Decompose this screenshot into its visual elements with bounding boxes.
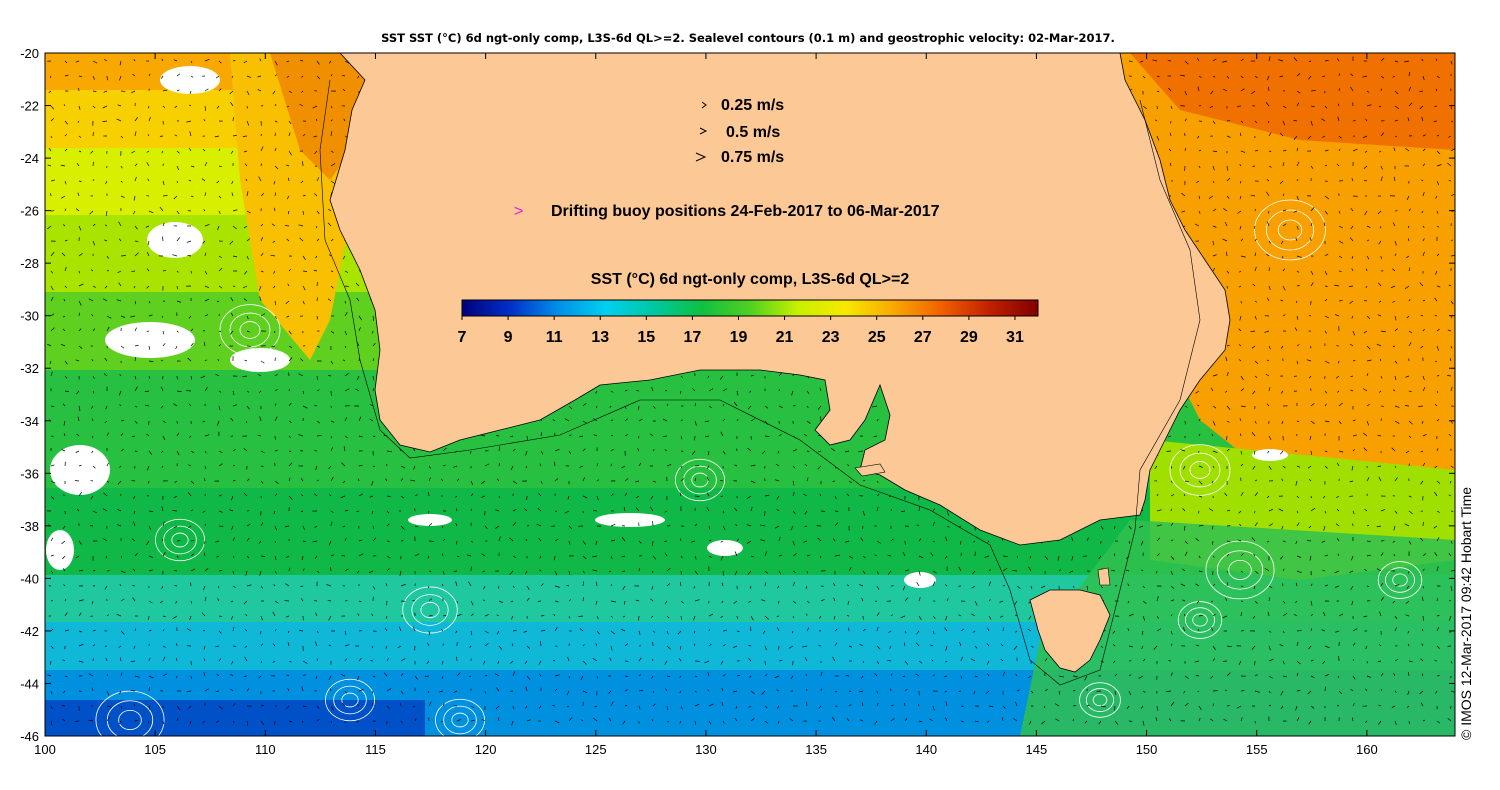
y-tick-label: -46 — [20, 729, 39, 744]
y-tick-label: -44 — [20, 676, 39, 691]
x-tick-label: 160 — [1356, 742, 1378, 757]
colorbar-tick-label: 27 — [914, 329, 932, 346]
y-tick-label: -34 — [20, 414, 39, 429]
colorbar-bar — [461, 299, 1039, 317]
y-tick-label: -22 — [20, 99, 39, 114]
shelf-contour — [319, 79, 1201, 686]
x-tick-label: 145 — [1026, 742, 1048, 757]
copyright-stamp: © IMOS 12-Mar-2017 09:42 Hobart Time — [1458, 487, 1474, 740]
y-tick-label: -20 — [20, 46, 39, 61]
colorbar-title: SST (°C) 6d ngt-only comp, L3S-6d QL>=2 — [591, 271, 910, 288]
y-tick-label: -32 — [20, 361, 39, 376]
y-tick-label: -28 — [20, 256, 39, 271]
velocity-legend-item-3: 0.75 m/s — [695, 149, 784, 166]
y-tick-label: -38 — [20, 519, 39, 534]
colorbar-tick-label: 15 — [637, 329, 655, 346]
velocity-legend-item-1: 0.25 m/s — [701, 97, 784, 114]
colorbar-tick-label: 11 — [546, 329, 563, 346]
colorbar-tick-label: 17 — [684, 329, 702, 346]
buoy-marker-icon: > — [514, 203, 523, 220]
y-tick-label: -30 — [20, 309, 39, 324]
colorbar-tick-label: 7 — [458, 329, 467, 346]
colorbar: SST (°C) 6d ngt-only comp, L3S-6d QL>=2 … — [458, 271, 1039, 346]
y-tick-label: -24 — [20, 151, 39, 166]
colorbar-tick-label: 25 — [868, 329, 886, 346]
colorbar-tick-label: 29 — [960, 329, 978, 346]
buoy-legend: > Drifting buoy positions 24-Feb-2017 to… — [514, 203, 940, 220]
velocity-legend-item-2: 0.5 m/s — [699, 124, 780, 141]
colorbar-tick-label: 21 — [776, 329, 794, 346]
velocity-legend-label: 0.5 m/s — [726, 124, 780, 141]
x-tick-label: 115 — [365, 742, 386, 757]
x-tick-label: 155 — [1246, 742, 1268, 757]
y-tick-label: -26 — [20, 204, 39, 219]
velocity-legend: 0.25 m/s 0.5 m/s 0.75 m/s — [695, 97, 784, 166]
colorbar-ticks: 7 9 11 13 15 17 19 21 23 25 27 29 31 — [458, 316, 1024, 346]
colorbar-tick-label: 19 — [730, 329, 748, 346]
x-tick-label: 150 — [1136, 742, 1158, 757]
sealevel-contours — [95, 199, 1423, 736]
x-tick-label: 110 — [255, 742, 276, 757]
y-tick-label: -40 — [20, 571, 39, 586]
cloud-gaps — [46, 66, 1288, 588]
x-tick-label: 125 — [585, 742, 607, 757]
x-tick-label: 140 — [915, 742, 937, 757]
y-tick-label: -36 — [20, 466, 39, 481]
x-tick-label: 105 — [144, 742, 166, 757]
colorbar-tick-label: 9 — [504, 329, 513, 346]
x-tick-label: 130 — [695, 742, 717, 757]
australia-land — [329, 53, 1231, 546]
tasmania-land — [1029, 589, 1111, 673]
x-axis: 100 105 110 115 120 125 130 135 140 145 150 155 160 — [34, 53, 1378, 757]
y-axis: -20 -22 -24 -26 -28 -30 -32 -34 -36 -38 -40 -42 -44 -… — [20, 46, 1455, 744]
x-tick-label: 120 — [475, 742, 497, 757]
map-title: SST SST (°C) 6d ngt-only comp, L3S-6d QL… — [381, 31, 1115, 45]
kangaroo-island — [854, 463, 886, 477]
colorbar-tick-label: 23 — [822, 329, 840, 346]
velocity-legend-label: 0.25 m/s — [721, 97, 784, 114]
x-tick-label: 100 — [34, 742, 56, 757]
velocity-legend-label: 0.75 m/s — [721, 149, 784, 166]
buoy-legend-label: Drifting buoy positions 24-Feb-2017 to 0… — [551, 203, 940, 220]
y-tick-label: -42 — [20, 624, 39, 639]
x-tick-label: 135 — [805, 742, 827, 757]
colorbar-tick-label: 13 — [591, 329, 609, 346]
plot-frame — [44, 52, 1456, 737]
plot-area — [45, 53, 1455, 736]
colorbar-tick-label: 31 — [1006, 329, 1024, 346]
